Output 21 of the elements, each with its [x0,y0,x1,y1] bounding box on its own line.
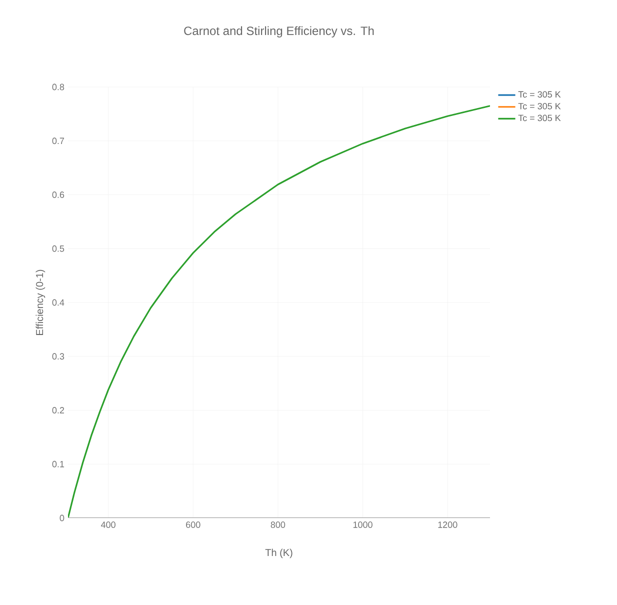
y-axis-title: Efficiency (0-1) [36,270,46,335]
x-tick-label: 400 [100,522,116,528]
y-tick-label: 0 [60,514,64,522]
legend-label: Tc = 305 K [518,91,561,98]
legend-label: Tc = 305 K [518,114,561,122]
x-axis-title: Th (K) [265,548,292,558]
chart-title: Carnot and Stirling Efficiency vs. Th [184,26,374,38]
y-tick-label: 0.2 [52,407,64,414]
y-tick-label: 0.8 [52,84,64,90]
y-tick-label: 0.3 [52,353,64,360]
line-series [68,105,490,518]
x-tick-label: 800 [270,522,286,528]
y-tick-label: 0.4 [52,299,64,306]
legend-label: Tc = 305 K [518,102,561,110]
x-tick-label: 600 [186,522,200,528]
y-tick-label: 0.7 [52,138,64,144]
y-tick-label: 0.6 [52,192,64,198]
y-tick-label: 0.5 [52,245,64,252]
x-tick-label: 1000 [353,522,372,528]
x-tick-label: 1200 [438,522,458,528]
y-tick-label: 0.1 [52,460,64,468]
